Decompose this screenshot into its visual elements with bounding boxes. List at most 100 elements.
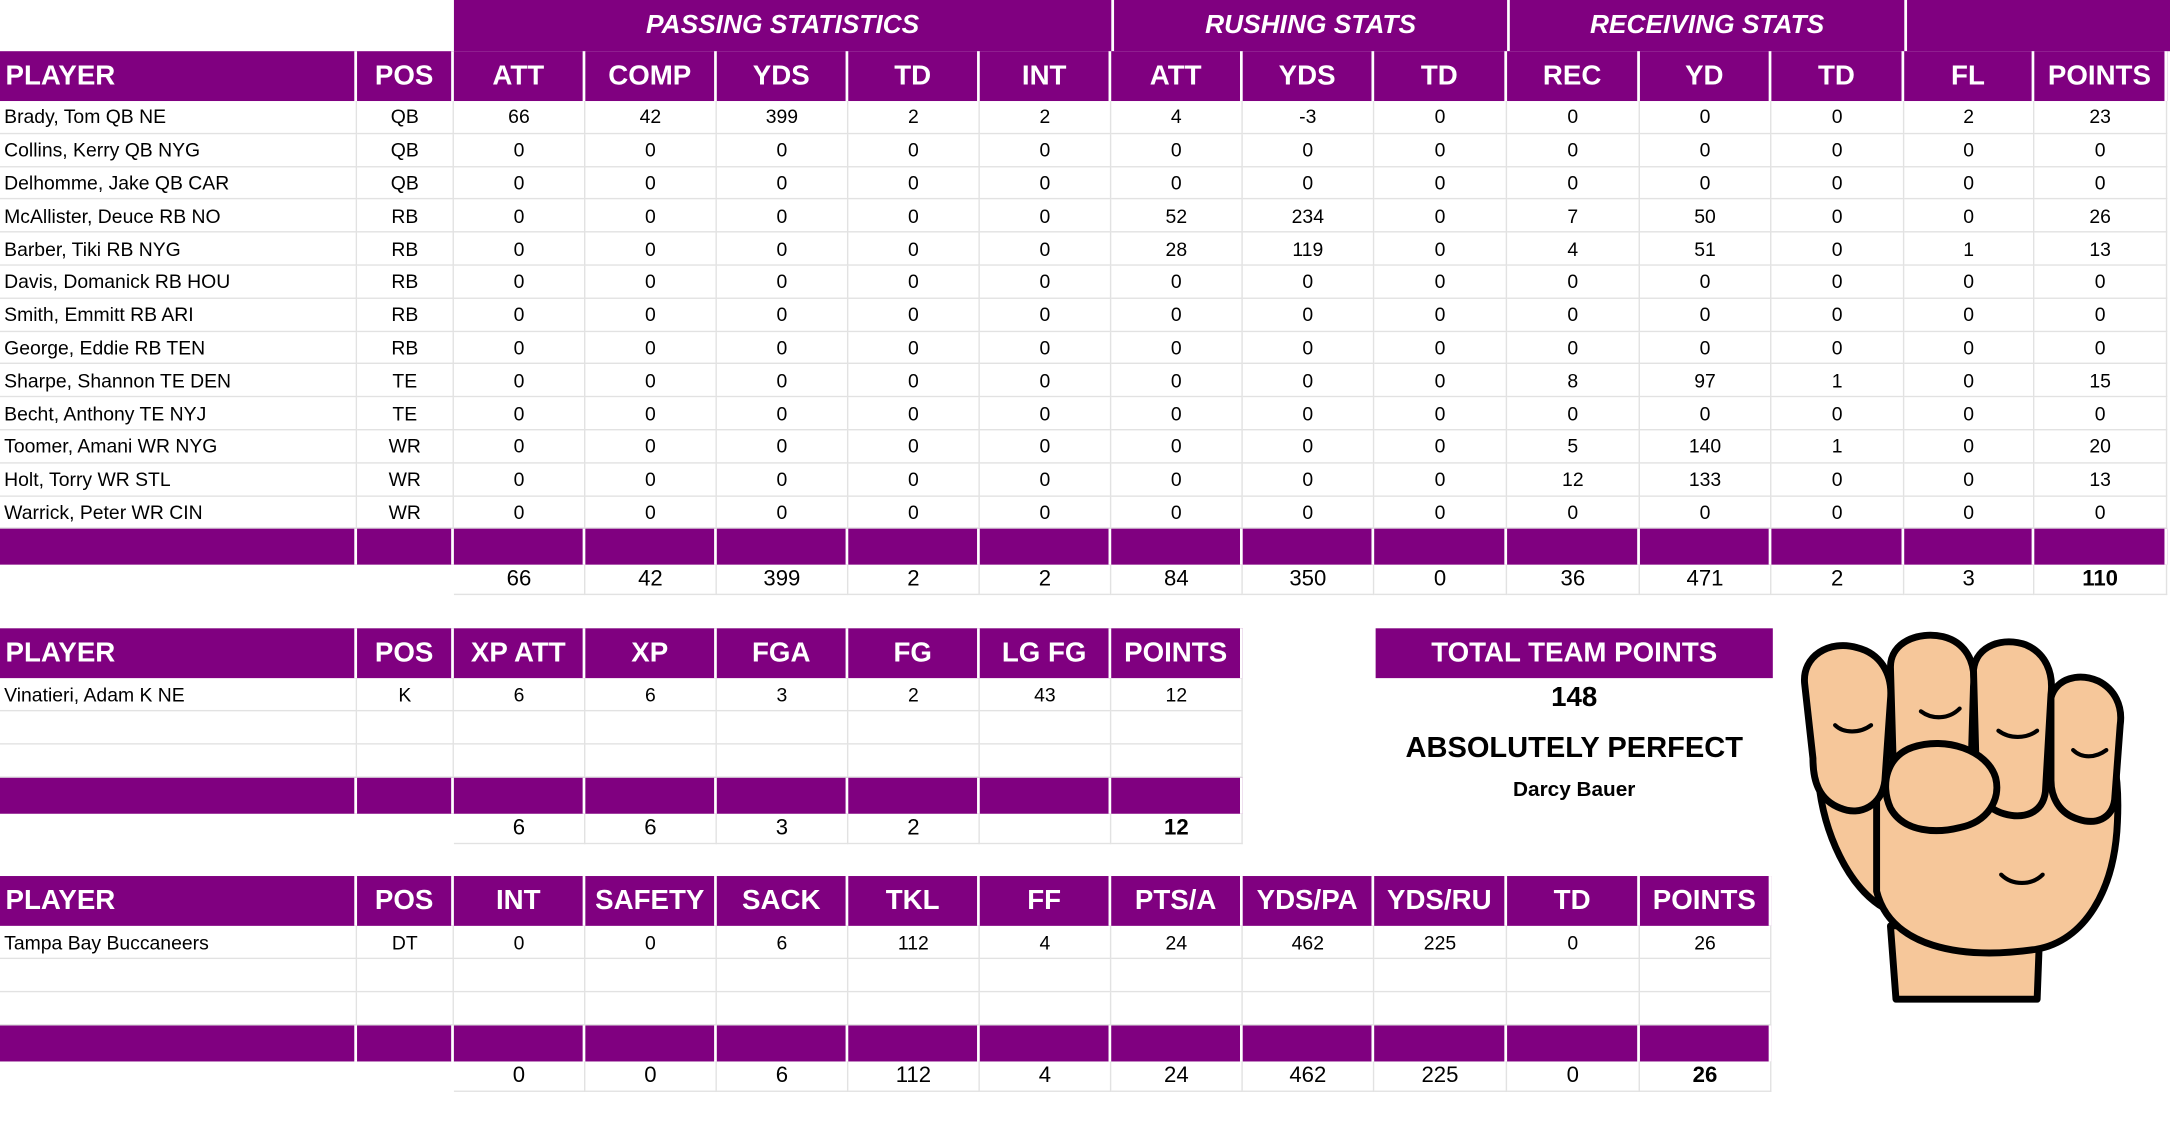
offense-player-name: Warrick, Peter WR CIN — [0, 496, 358, 530]
offense-cell: 28 — [1111, 232, 1243, 266]
team-tagline: ABSOLUTELY PERFECT — [1405, 732, 1743, 764]
offense-cell: 51 — [1639, 232, 1772, 266]
offense-cell: 12 — [1507, 463, 1640, 497]
offense-cell: 0 — [1771, 166, 1905, 200]
defense-cell: 4 — [979, 925, 1112, 960]
offense-col-header: INT — [979, 51, 1112, 102]
defense-total-cell: 0 — [453, 1061, 586, 1092]
kicker-total-cell: 6 — [585, 813, 717, 845]
offense-cell: 0 — [1639, 166, 1772, 200]
offense-total-cell: 36 — [1507, 565, 1640, 596]
offense-cell: 0 — [1904, 496, 2035, 530]
kicker-col-header: FG — [848, 628, 980, 679]
offense-total-cell: 66 — [453, 565, 586, 596]
kicker-total-points: 12 — [1111, 813, 1243, 845]
offense-player-name: George, Eddie RB TEN — [0, 331, 358, 365]
offense-cell: 0 — [1507, 133, 1640, 167]
offense-col-header: COMP — [585, 51, 717, 102]
offense-cell: 140 — [1639, 430, 1772, 464]
offense-cell: 0 — [1111, 397, 1243, 431]
offense-total-cell: 399 — [716, 565, 849, 596]
offense-cell: RB — [357, 331, 454, 365]
offense-player-name: Toomer, Amani WR NYG — [0, 430, 358, 464]
offense-cell: 0 — [979, 463, 1112, 497]
offense-cell: 0 — [585, 430, 717, 464]
defense-cell: DT — [357, 925, 454, 960]
offense-cell: QB — [357, 133, 454, 167]
kicker-totals-row: 6 6 3 2 12 — [0, 813, 1243, 845]
offense-cell: 4 — [1111, 101, 1243, 134]
offense-cell: 0 — [1904, 166, 2035, 200]
kicker-cell: 6 — [585, 678, 717, 712]
offense-player-name: Becht, Anthony TE NYJ — [0, 397, 358, 431]
offense-cell: 0 — [1111, 133, 1243, 167]
offense-cell: TE — [357, 397, 454, 431]
offense-cell: 0 — [1111, 331, 1243, 365]
offense-cell: 0 — [1771, 133, 1905, 167]
defense-col-header: PLAYER — [0, 876, 358, 926]
offense-cell: 0 — [1904, 265, 2035, 299]
defense-column-header-row: PLAYER POS INT SAFETY SACK TKL FF PTS/A YDS/PA YD… — [0, 876, 1772, 926]
offense-column-header-row: PLAYER POS ATT COMP YDS TD INT ATT YDS TD REC YD TD F… — [0, 51, 2168, 102]
offense-cell: 0 — [979, 232, 1112, 266]
offense-cell: 0 — [848, 364, 980, 398]
offense-cell: 0 — [1111, 430, 1243, 464]
group-header-rushing: RUSHING STATS — [1114, 0, 1510, 52]
offense-total-cell — [0, 565, 357, 595]
defense-empty-row — [0, 959, 1772, 993]
offense-cell: 0 — [1111, 166, 1243, 200]
offense-cell: 0 — [1374, 101, 1508, 134]
offense-cell: 0 — [1111, 298, 1243, 332]
kicker-total-cell: 2 — [848, 813, 980, 845]
offense-cell: 234 — [1242, 199, 1375, 233]
defense-total-cell: 4 — [979, 1061, 1112, 1092]
offense-table-row: Holt, Torry WR STL WR 0 0 0 0 0 0 0 0 12 133 0 0 13 — [0, 463, 2168, 497]
offense-cell: 0 — [979, 298, 1112, 332]
offense-player-name: Brady, Tom QB NE — [0, 101, 358, 134]
offense-cell: 0 — [1374, 166, 1508, 200]
defense-col-header: POS — [357, 876, 454, 926]
offense-cell: 0 — [716, 331, 849, 365]
offense-cell: 0 — [2034, 298, 2168, 332]
group-header-receiving: RECEIVING STATS — [1509, 0, 1908, 52]
offense-cell: 0 — [1507, 298, 1640, 332]
kicker-col-header: LG FG — [979, 628, 1112, 679]
offense-cell: 1 — [1904, 232, 2035, 266]
offense-cell: 0 — [453, 199, 586, 233]
kicker-col-header: POINTS — [1111, 628, 1243, 679]
defense-total-cell: 225 — [1374, 1061, 1508, 1092]
defense-total-cell: 0 — [585, 1061, 717, 1092]
offense-cell: 0 — [1374, 331, 1508, 365]
offense-cell: 0 — [1771, 463, 1905, 497]
offense-cell: 133 — [1639, 463, 1772, 497]
offense-cell: 0 — [2034, 133, 2168, 167]
offense-cell: 0 — [848, 496, 980, 530]
offense-cell: 0 — [716, 430, 849, 464]
offense-cell: 0 — [1374, 364, 1508, 398]
offense-cell: TE — [357, 364, 454, 398]
offense-cell: 0 — [585, 397, 717, 431]
offense-col-header: YD — [1639, 51, 1772, 102]
kicker-table-row: Vinatieri, Adam K NE K 6 6 3 2 43 12 — [0, 678, 1243, 712]
kicker-cell: 12 — [1111, 678, 1243, 712]
offense-cell: 0 — [585, 265, 717, 299]
defense-col-header: FF — [979, 876, 1112, 926]
offense-cell: 0 — [1507, 101, 1640, 134]
offense-cell: 0 — [1374, 199, 1508, 233]
offense-cell: 0 — [1771, 397, 1905, 431]
offense-cell: 0 — [979, 265, 1112, 299]
offense-cell: 0 — [1242, 364, 1375, 398]
offense-cell: WR — [357, 430, 454, 464]
offense-cell: 0 — [1374, 232, 1508, 266]
offense-cell: 0 — [453, 496, 586, 530]
offense-cell: 0 — [1374, 298, 1508, 332]
offense-cell: 0 — [716, 232, 849, 266]
kicker-total-cell: 6 — [453, 813, 586, 845]
defense-total-cell: 6 — [716, 1061, 849, 1092]
defense-cell: 26 — [1639, 925, 1772, 960]
offense-col-header: ATT — [1111, 51, 1243, 102]
total-team-points-label: TOTAL TEAM POINTS — [1375, 628, 1773, 679]
offense-cell: 4 — [1507, 232, 1640, 266]
offense-cell: 0 — [1242, 265, 1375, 299]
offense-cell: 0 — [585, 496, 717, 530]
